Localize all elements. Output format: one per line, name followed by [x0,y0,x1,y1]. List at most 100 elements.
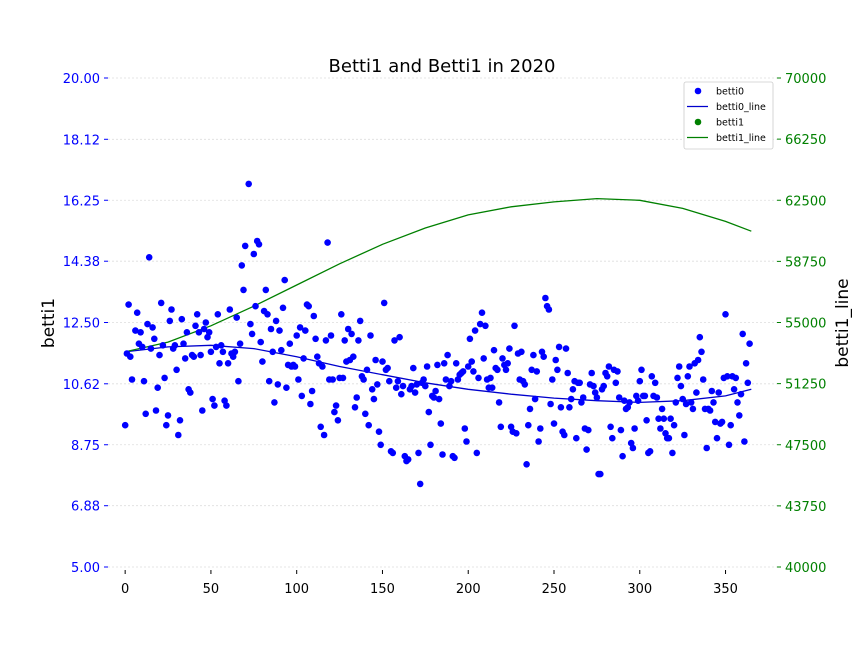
betti0-point [415,449,422,457]
betti0-point [521,381,529,388]
betti0-point [312,335,319,343]
betti0-point [612,379,620,387]
betti0-point [319,363,326,370]
betti0-point [487,374,494,382]
betti0-point [439,451,446,458]
betti0-point [554,366,561,374]
betti0-point [157,299,165,307]
betti0-point [214,311,222,318]
betti0-point [296,324,304,331]
betti0-point [730,386,738,393]
betti0-point [197,351,204,359]
betti0-point [641,392,649,400]
betti0-point [504,360,512,367]
betti0-point [317,423,325,431]
betti0-point [694,356,702,364]
betti0-point [202,319,210,326]
betti0-point [344,325,352,333]
betti0-point [675,363,683,370]
betti0-point [180,340,187,348]
y-right-tick-label: 58750 [785,255,826,270]
betti0-point [653,394,661,401]
y-left-tick-label: 8.75 [71,439,100,454]
betti0-point [331,408,338,416]
betti0-point [245,180,252,188]
betti0-point [264,311,271,318]
betti0-point [356,317,364,325]
betti0-point [168,306,175,313]
betti0-point [597,470,604,478]
y-left-tick-label: 6.88 [71,500,100,515]
betti0-point [590,382,597,390]
legend-marker-dot [694,87,702,95]
betti0-point [466,335,474,343]
betti0-point [192,322,199,330]
betti0-point [372,356,379,364]
betti0-point [348,330,355,338]
betti0-point [379,358,386,365]
betti0-point [217,342,225,349]
betti0-point [142,410,149,418]
betti0-point [693,389,700,396]
betti0-point [231,348,239,356]
x-axis: 0 50 100 150 200 250 300 350 [121,570,738,597]
betti0-point [147,345,155,352]
betti0-point [276,327,283,334]
legend-marker-dot [694,118,702,126]
betti0-point [391,337,398,344]
betti0-point [193,311,201,318]
betti0-point [646,448,654,455]
betti0-point [567,395,575,403]
betti0-point [617,426,625,434]
y-left-tick-label: 14.38 [63,255,100,270]
betti0-point [576,379,583,387]
betti0-point [226,306,234,313]
betti0-point [199,407,206,414]
betti0-point [334,417,342,424]
betti0-point [211,402,218,409]
betti0-point [746,340,753,348]
betti0-point [389,449,397,457]
betti0-point [687,399,695,406]
legend-label: betti0 [716,87,744,98]
betti0-point [736,412,743,419]
betti0-point [482,322,489,330]
betti0-point [651,379,659,387]
y-left-tick-label: 18.12 [63,133,100,148]
betti0-point [677,382,685,390]
y-left-tick-label: 5.00 [71,561,100,576]
betti0-point [121,421,129,429]
betti0-point [638,366,645,374]
y-right-tick-label: 40000 [785,561,826,576]
betti0-point [732,374,740,382]
betti0-point [626,399,633,406]
betti0-point [410,364,417,372]
betti0-point [600,382,607,390]
betti0-point [434,361,441,369]
betti0-point [293,332,301,339]
betti0-point [233,314,240,321]
betti0-point [478,309,486,317]
betti0-point [145,253,153,261]
betti0-point [609,434,616,442]
betti0-point [363,366,371,374]
betti0-point [362,410,369,418]
legend-box [683,81,774,150]
betti0-point [499,355,506,362]
betti0-point [470,368,477,375]
betti0-point [247,320,254,328]
betti0-point [374,381,381,388]
grid-lines [108,77,777,568]
y-left-tick-label: 20.00 [63,72,100,87]
y-axis-right: 40000 43750 47500 51250 55000 58750 62500 66250… [777,72,826,576]
betti0-point [367,332,374,339]
betti0-point [171,342,179,349]
betti0-point [442,376,450,383]
betti0-point [545,306,553,313]
betti0-point [219,348,227,356]
x-tick-label: 50 [203,582,220,597]
betti0-point [375,428,383,436]
betti0-point [164,412,172,419]
